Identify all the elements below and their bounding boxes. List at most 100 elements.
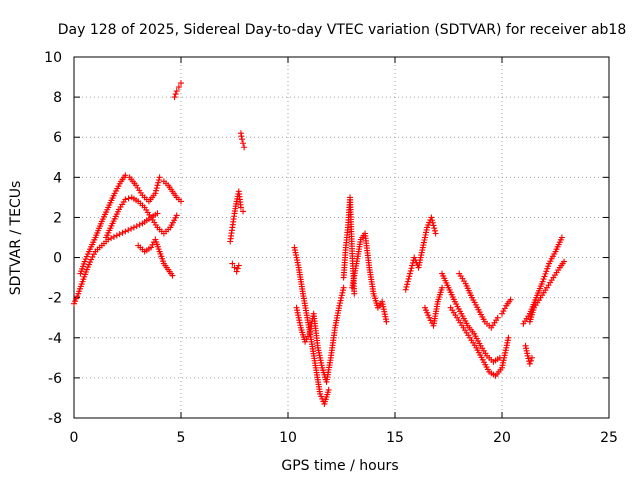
series-early-middle-arc	[103, 194, 180, 241]
data-point	[426, 314, 433, 321]
data-point	[235, 262, 242, 269]
data-point	[494, 314, 501, 321]
data-point	[545, 263, 552, 270]
data-point	[404, 278, 411, 285]
data-point	[241, 144, 248, 151]
data-point	[428, 214, 435, 221]
data-point	[155, 179, 162, 186]
chart-title: Day 128 of 2025, Sidereal Day-to-day VTE…	[58, 22, 627, 38]
data-point	[116, 231, 123, 238]
series-near-five-upper	[160, 178, 184, 205]
data-point	[540, 276, 547, 283]
series-thirteen-cluster	[349, 230, 390, 325]
data-point	[402, 286, 409, 293]
series-ten-to-twelve-descent	[291, 244, 332, 407]
data-point	[240, 208, 247, 215]
data-point	[133, 223, 140, 230]
data-point	[122, 228, 129, 235]
data-point	[406, 273, 413, 280]
y-tick-label: 10	[44, 50, 62, 66]
series-seven-nine-top	[237, 130, 248, 151]
series-seventeen-to-twenty-lower	[447, 304, 512, 379]
y-tick-label: 2	[53, 210, 62, 226]
y-tick-label: -2	[48, 291, 62, 307]
data-point	[407, 267, 414, 274]
data-point	[406, 270, 413, 277]
data-point	[125, 195, 132, 202]
x-axis-title: GPS time / hours	[281, 458, 398, 474]
data-point	[155, 177, 162, 184]
data-point	[544, 265, 551, 272]
series-seven-five-column	[227, 188, 247, 245]
data-point	[524, 352, 531, 359]
x-tick-label: 25	[600, 430, 618, 446]
data-point	[154, 210, 161, 217]
series-early-dip	[135, 236, 176, 279]
series-seventeen-to-twenty-decline	[439, 270, 503, 365]
data-point	[337, 297, 344, 304]
data-point	[175, 84, 182, 91]
data-point	[338, 294, 345, 301]
x-tick-label: 5	[177, 430, 186, 446]
data-point	[302, 338, 309, 345]
series-twelve-spike	[340, 194, 358, 297]
data-point	[429, 217, 436, 224]
series-early-upper-arc	[77, 172, 163, 277]
series-eighteen-arc	[456, 270, 501, 331]
data-point	[539, 278, 546, 285]
data-point	[339, 289, 346, 296]
data-point	[526, 360, 533, 367]
data-point	[240, 140, 247, 147]
data-point	[128, 225, 135, 232]
data-point	[89, 253, 96, 260]
data-point	[528, 354, 535, 361]
data-point	[148, 244, 155, 251]
data-point	[336, 300, 343, 307]
data-point	[156, 174, 163, 181]
data-point	[541, 273, 548, 280]
x-tick-label: 0	[70, 430, 79, 446]
data-point	[125, 227, 132, 234]
data-point	[152, 190, 159, 197]
data-point	[173, 212, 180, 219]
data-point	[172, 91, 179, 98]
data-point	[169, 272, 176, 279]
series-twenty-one-rise	[520, 234, 565, 327]
data-point	[430, 222, 437, 229]
data-point	[542, 270, 549, 277]
data-point	[237, 204, 244, 211]
y-axis-title: SDTVAR / TECUs	[8, 181, 24, 296]
data-point	[108, 235, 115, 242]
data-point	[303, 336, 310, 343]
y-tick-label: -6	[48, 371, 62, 387]
data-point	[340, 287, 347, 294]
data-point	[527, 357, 534, 364]
data-point	[88, 256, 95, 263]
data-point	[178, 80, 184, 87]
data-point	[507, 296, 514, 303]
y-tick-label: -4	[48, 331, 62, 347]
data-point	[383, 318, 390, 325]
x-tick-label: 15	[386, 430, 404, 446]
data-point	[409, 262, 416, 269]
data-point	[439, 284, 446, 291]
y-tick-label: 4	[53, 170, 62, 186]
series-near-five-high	[171, 80, 184, 101]
data-point	[171, 94, 178, 101]
data-point	[405, 275, 412, 282]
data-point	[113, 232, 120, 239]
data-point	[432, 230, 439, 237]
data-point	[119, 229, 126, 236]
y-tick-label: 8	[53, 90, 62, 106]
data-point	[429, 219, 436, 226]
data-point	[153, 185, 160, 192]
data-point	[499, 310, 505, 317]
x-tick-label: 20	[493, 430, 511, 446]
data-point	[136, 221, 143, 228]
data-point	[122, 196, 129, 203]
series-sixteen-cluster	[402, 214, 439, 293]
y-tick-labels: -8 -6 -4 -2 0 2 4 6 8 10	[44, 50, 62, 427]
data-point	[234, 265, 241, 272]
data-point	[543, 268, 550, 275]
